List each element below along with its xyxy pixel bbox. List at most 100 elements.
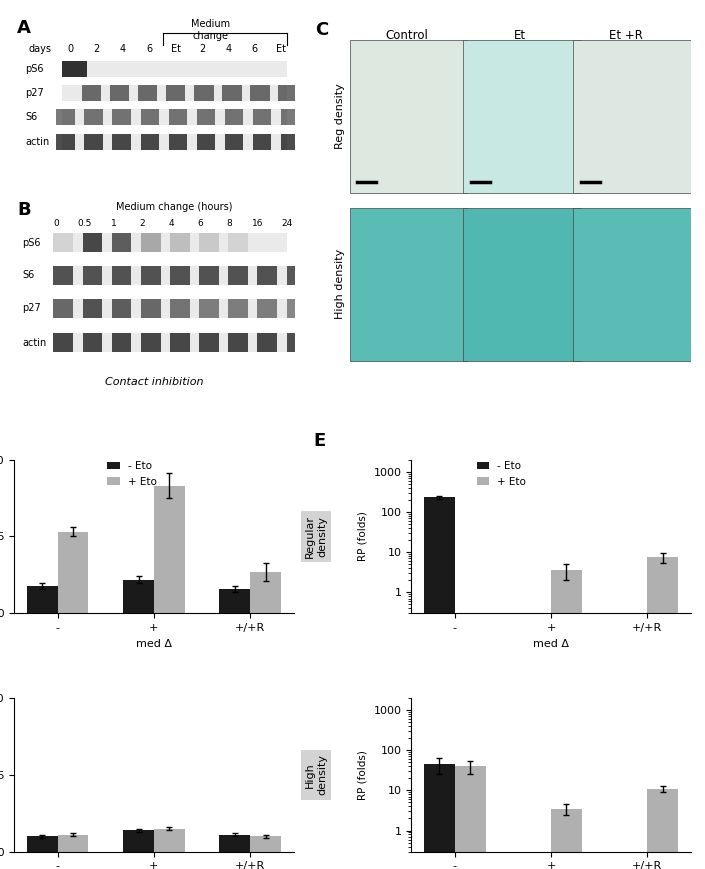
FancyBboxPatch shape: [225, 109, 243, 124]
Text: C: C: [315, 21, 329, 39]
FancyBboxPatch shape: [62, 61, 87, 76]
FancyBboxPatch shape: [54, 333, 287, 352]
Bar: [123, 830, 154, 852]
Bar: [154, 828, 185, 852]
Text: 6: 6: [252, 44, 258, 55]
Text: Medium
change: Medium change: [191, 19, 231, 41]
Legend: - Eto, + Eto: - Eto, + Eto: [472, 457, 530, 491]
Text: p27: p27: [23, 303, 42, 313]
Text: 1: 1: [111, 219, 117, 228]
Text: Regular
density: Regular density: [305, 515, 327, 558]
FancyBboxPatch shape: [54, 299, 287, 318]
FancyBboxPatch shape: [287, 299, 306, 318]
Bar: [424, 764, 455, 869]
FancyBboxPatch shape: [82, 299, 102, 318]
FancyBboxPatch shape: [287, 266, 306, 285]
Text: Medium change (hours): Medium change (hours): [116, 202, 233, 212]
FancyBboxPatch shape: [253, 109, 271, 124]
FancyBboxPatch shape: [463, 40, 581, 193]
Bar: [551, 570, 582, 869]
FancyBboxPatch shape: [140, 134, 159, 150]
FancyBboxPatch shape: [200, 233, 219, 252]
Text: 4: 4: [226, 44, 231, 55]
Text: Control: Control: [385, 29, 428, 42]
Bar: [250, 836, 281, 852]
FancyBboxPatch shape: [141, 333, 161, 352]
FancyBboxPatch shape: [112, 109, 130, 124]
Text: High
density: High density: [305, 754, 327, 795]
Bar: [219, 835, 250, 852]
Bar: [154, 486, 185, 614]
FancyBboxPatch shape: [257, 333, 277, 352]
FancyBboxPatch shape: [197, 109, 215, 124]
Text: actin: actin: [23, 338, 47, 348]
FancyBboxPatch shape: [56, 134, 75, 150]
FancyBboxPatch shape: [141, 266, 161, 285]
Y-axis label: RP (folds): RP (folds): [358, 750, 368, 799]
FancyBboxPatch shape: [54, 333, 73, 352]
Text: 2: 2: [94, 44, 100, 55]
Bar: [455, 766, 486, 869]
FancyBboxPatch shape: [170, 233, 190, 252]
FancyBboxPatch shape: [225, 134, 243, 150]
FancyBboxPatch shape: [141, 233, 161, 252]
Text: Et: Et: [276, 44, 286, 55]
X-axis label: med Δ: med Δ: [136, 639, 172, 648]
FancyBboxPatch shape: [82, 233, 102, 252]
Text: 0.5: 0.5: [78, 219, 92, 228]
FancyBboxPatch shape: [168, 109, 187, 124]
Bar: [219, 588, 250, 614]
FancyBboxPatch shape: [194, 84, 214, 101]
Text: 4: 4: [168, 219, 174, 228]
FancyBboxPatch shape: [228, 299, 248, 318]
FancyBboxPatch shape: [54, 299, 73, 318]
FancyBboxPatch shape: [253, 134, 271, 150]
FancyBboxPatch shape: [228, 266, 248, 285]
FancyBboxPatch shape: [281, 109, 300, 124]
Text: 2: 2: [140, 219, 145, 228]
Text: 4: 4: [120, 44, 126, 55]
Text: E: E: [313, 432, 326, 450]
FancyBboxPatch shape: [170, 266, 190, 285]
FancyBboxPatch shape: [112, 134, 130, 150]
Text: Et +R: Et +R: [610, 29, 644, 42]
FancyBboxPatch shape: [82, 333, 102, 352]
FancyBboxPatch shape: [257, 299, 277, 318]
FancyBboxPatch shape: [54, 266, 287, 285]
FancyBboxPatch shape: [56, 109, 75, 124]
Text: days: days: [28, 44, 51, 55]
FancyBboxPatch shape: [168, 134, 187, 150]
Text: B: B: [17, 201, 30, 218]
FancyBboxPatch shape: [463, 208, 581, 361]
FancyBboxPatch shape: [250, 84, 270, 101]
Text: p27: p27: [25, 88, 44, 97]
FancyBboxPatch shape: [111, 299, 131, 318]
FancyBboxPatch shape: [281, 134, 300, 150]
FancyBboxPatch shape: [111, 266, 131, 285]
Text: A: A: [17, 19, 31, 37]
Bar: [58, 835, 88, 852]
FancyBboxPatch shape: [141, 299, 161, 318]
FancyBboxPatch shape: [200, 266, 219, 285]
Y-axis label: RP (folds): RP (folds): [358, 512, 368, 561]
Text: S6: S6: [23, 270, 35, 281]
FancyBboxPatch shape: [200, 333, 219, 352]
Text: S6: S6: [25, 111, 37, 122]
FancyBboxPatch shape: [573, 40, 691, 193]
FancyBboxPatch shape: [200, 299, 219, 318]
Bar: [27, 836, 58, 852]
Text: 2: 2: [199, 44, 205, 55]
Text: 24: 24: [281, 219, 293, 228]
Text: 6: 6: [146, 44, 152, 55]
FancyBboxPatch shape: [222, 84, 242, 101]
FancyBboxPatch shape: [166, 84, 185, 101]
FancyBboxPatch shape: [54, 233, 287, 252]
FancyBboxPatch shape: [82, 266, 102, 285]
FancyBboxPatch shape: [228, 333, 248, 352]
FancyBboxPatch shape: [278, 84, 298, 101]
FancyBboxPatch shape: [82, 84, 102, 101]
FancyBboxPatch shape: [350, 40, 467, 193]
Text: Et: Et: [171, 44, 180, 55]
FancyBboxPatch shape: [228, 233, 248, 252]
Text: 0: 0: [67, 44, 73, 55]
